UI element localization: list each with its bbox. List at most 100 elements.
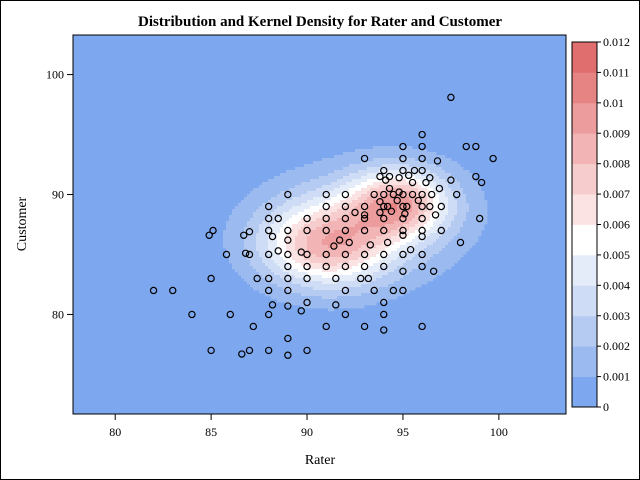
density-cell bbox=[355, 263, 359, 267]
density-cell bbox=[421, 245, 425, 249]
density-cell bbox=[304, 236, 308, 240]
density-cell bbox=[448, 197, 452, 201]
density-cell bbox=[289, 242, 293, 246]
density-cell bbox=[376, 227, 380, 231]
density-cell bbox=[382, 239, 386, 243]
density-cell bbox=[286, 284, 290, 288]
density-cell bbox=[454, 239, 458, 243]
density-cell bbox=[319, 173, 323, 177]
data-point bbox=[418, 202, 426, 211]
density-cell bbox=[325, 194, 329, 198]
density-cell bbox=[406, 203, 410, 207]
density-cell bbox=[355, 293, 359, 297]
density-cell bbox=[388, 263, 392, 267]
data-point bbox=[332, 301, 340, 309]
density-cell bbox=[433, 266, 437, 270]
density-cell bbox=[460, 254, 464, 258]
density-cell bbox=[367, 266, 371, 270]
density-cell bbox=[304, 200, 308, 204]
density-cell bbox=[403, 173, 407, 177]
density-cell bbox=[262, 215, 266, 219]
density-cell bbox=[349, 161, 353, 165]
density-cell bbox=[418, 152, 422, 156]
density-cell bbox=[277, 230, 281, 234]
density-cell bbox=[361, 245, 365, 249]
density-cell bbox=[415, 164, 419, 168]
density-cell bbox=[352, 257, 356, 261]
density-cell bbox=[475, 194, 479, 198]
density-cell bbox=[271, 248, 275, 252]
density-cell bbox=[388, 179, 392, 183]
density-cell bbox=[271, 221, 275, 225]
density-cell bbox=[292, 293, 296, 297]
density-cell bbox=[466, 218, 470, 222]
density-cell bbox=[340, 293, 344, 297]
density-cell bbox=[358, 293, 362, 297]
density-cell bbox=[379, 275, 383, 279]
density-cell bbox=[451, 209, 455, 213]
density-cell bbox=[262, 290, 266, 294]
density-cell bbox=[355, 284, 359, 288]
density-cell bbox=[451, 188, 455, 192]
density-cell bbox=[304, 263, 308, 267]
data-point bbox=[303, 214, 311, 223]
density-cell bbox=[262, 278, 266, 282]
density-cell bbox=[235, 263, 239, 267]
density-cell bbox=[412, 176, 416, 180]
density-cell bbox=[388, 167, 392, 171]
density-cell bbox=[364, 290, 368, 294]
density-cell bbox=[415, 275, 419, 279]
density-cell bbox=[391, 251, 395, 255]
density-cell bbox=[271, 245, 275, 249]
density-cell bbox=[349, 227, 353, 231]
density-cell bbox=[397, 203, 401, 207]
data-point bbox=[284, 302, 292, 310]
density-cell bbox=[355, 260, 359, 264]
density-cell bbox=[367, 248, 371, 252]
density-cell bbox=[421, 203, 425, 207]
density-cell bbox=[451, 239, 455, 243]
density-cell bbox=[370, 185, 374, 189]
density-cell bbox=[286, 239, 290, 243]
density-cell bbox=[439, 245, 443, 249]
density-cell bbox=[406, 269, 410, 273]
density-cell bbox=[274, 179, 278, 183]
density-cell bbox=[358, 254, 362, 258]
data-point bbox=[389, 190, 398, 199]
density-cell bbox=[253, 230, 257, 234]
density-cell bbox=[334, 194, 338, 198]
density-cell bbox=[475, 185, 479, 189]
density-cell bbox=[469, 185, 473, 189]
density-cell bbox=[268, 224, 272, 228]
density-cell bbox=[382, 281, 386, 285]
density-cell bbox=[322, 221, 326, 225]
density-cell bbox=[340, 185, 344, 189]
density-cell bbox=[229, 230, 233, 234]
density-cell bbox=[307, 296, 311, 300]
density-cell bbox=[316, 233, 320, 237]
x-tick-label: 90 bbox=[301, 425, 313, 439]
density-cell bbox=[259, 272, 263, 276]
density-cell bbox=[484, 218, 488, 222]
plot-border bbox=[72, 34, 567, 415]
density-cell bbox=[415, 179, 419, 183]
density-cell bbox=[235, 260, 239, 264]
density-cell bbox=[358, 239, 362, 243]
density-cell bbox=[403, 191, 407, 195]
density-cell bbox=[394, 164, 398, 168]
data-point bbox=[456, 238, 465, 247]
density-cell bbox=[334, 263, 338, 267]
density-cell bbox=[358, 299, 362, 303]
density-cell bbox=[478, 221, 482, 225]
density-cell bbox=[415, 188, 419, 192]
density-cell bbox=[427, 200, 431, 204]
density-cell bbox=[400, 221, 404, 225]
density-cell bbox=[418, 284, 422, 288]
density-cell bbox=[286, 236, 290, 240]
density-cell bbox=[223, 236, 227, 240]
data-point bbox=[253, 274, 261, 283]
density-cell bbox=[298, 182, 302, 186]
density-cell bbox=[295, 221, 299, 225]
density-cell bbox=[328, 164, 332, 168]
density-cell bbox=[457, 257, 461, 261]
